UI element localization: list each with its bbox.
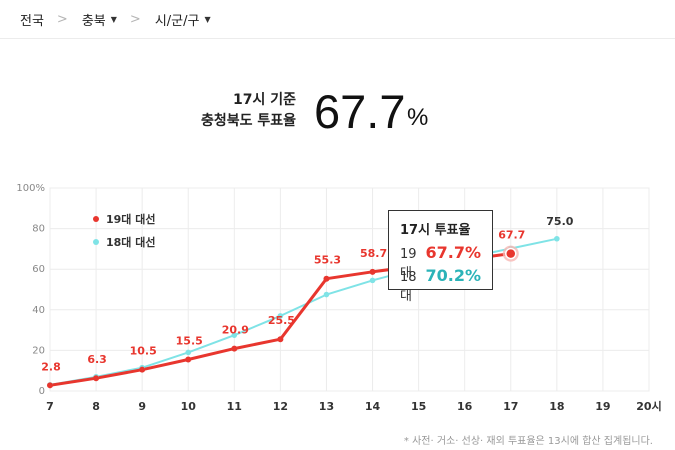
x-tick-label: 11 [227,400,242,413]
tooltip-row-label: 19대 [400,247,417,281]
headline-time: 17시 기준 [233,92,296,108]
y-tick-label: 20 [32,345,45,356]
tooltip-row-value: 70.2% [425,266,481,285]
data-label: 58.7 [360,247,387,260]
chart-tooltip: 17시 투표율 19대 67.7% 18대 70.2% [388,210,493,304]
y-tick-label: 0 [39,386,45,397]
x-tick-label: 19 [595,400,610,413]
x-tick-label: 15 [411,400,426,413]
data-label: 75.0 [546,215,573,228]
data-label: 15.5 [176,335,203,348]
data-point [277,313,284,319]
tooltip-row-18: 18대 70.2% [400,266,481,304]
data-label: 67.7 [498,229,525,242]
legend-label: 18대 대선 [106,235,156,249]
x-tick-label: 9 [138,400,146,413]
data-point [231,332,238,338]
breadcrumb-separator-icon: > [56,11,68,27]
breadcrumb-district-dropdown[interactable]: 시/군/구 ▼ [155,10,211,29]
data-point [323,291,330,298]
data-point [185,349,192,356]
data-point [369,277,376,284]
data-point [369,268,376,275]
breadcrumb-separator-icon: > [129,11,141,27]
x-tick-label: 12 [273,400,288,413]
data-point [277,336,284,343]
data-label: 10.5 [130,345,157,358]
y-tick-label: 60 [32,264,45,275]
headline-region: 충청북도 투표율 [200,113,296,129]
highlight-point [505,247,517,260]
tooltip-row-19: 19대 67.7% [400,243,481,281]
headline-turnout-unit: % [407,104,429,131]
x-tick-label: 18 [549,400,564,413]
breadcrumb-province-label: 충북 [81,13,106,29]
y-tick-label: 40 [32,305,45,316]
data-point [323,275,330,282]
headline-labels: 17시 기준 충청북도 투표율 [160,90,296,132]
breadcrumb-national-label: 전국 [20,13,44,29]
breadcrumb: 전국 > 충북 ▼ > 시/군/구 ▼ [0,0,675,39]
tooltip-row-value: 67.7% [425,243,481,262]
legend-label: 19대 대선 [106,212,156,226]
y-tick-label: 100% [16,183,45,194]
data-point [231,345,238,352]
x-tick-label: 13 [319,400,334,413]
caret-down-icon: ▼ [110,14,117,24]
tooltip-row-label: 18대 [400,270,417,304]
data-point [139,366,146,373]
data-point [47,382,53,389]
tooltip-title: 17시 투표율 [400,223,471,238]
data-point [554,235,560,242]
legend-marker [93,239,99,245]
legend-marker [93,216,99,222]
x-tick-label: 10 [181,400,197,413]
data-label: 2.8 [41,360,61,373]
y-tick-label: 80 [32,224,45,235]
data-label: 20.9 [222,324,249,337]
data-label: 6.3 [87,353,107,366]
data-label: 55.3 [314,254,341,267]
x-tick-label: 17 [503,400,518,413]
x-tick-label: 8 [92,400,100,413]
data-point [93,375,100,382]
x-tick-label: 14 [365,400,381,413]
x-tick-label: 20시 [636,400,661,413]
data-label: 25.5 [268,314,295,327]
footnote: * 사전· 거소· 선상· 재외 투표율은 13시에 합산 집계됩니다. [403,436,653,447]
x-tick-label: 7 [46,400,54,413]
headline-turnout-value: 67.7 [314,85,406,138]
breadcrumb-district-label: 시/군/구 [154,13,200,29]
caret-down-icon: ▼ [204,14,211,24]
breadcrumb-province-dropdown[interactable]: 충북 ▼ [82,10,117,29]
x-tick-label: 16 [457,400,473,413]
breadcrumb-national[interactable]: 전국 [20,10,44,29]
data-point [185,356,192,363]
